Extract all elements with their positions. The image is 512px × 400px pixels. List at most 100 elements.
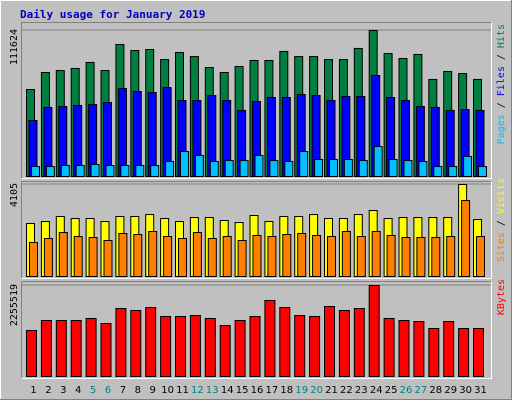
x-tick-label: 7 xyxy=(120,385,126,396)
x-tick-label: 8 xyxy=(135,385,141,396)
bar xyxy=(249,316,261,377)
bar xyxy=(473,327,484,378)
x-tick-label: 3 xyxy=(60,385,66,396)
bar xyxy=(463,155,473,177)
bar xyxy=(299,151,309,177)
bar xyxy=(297,233,307,277)
x-tick-label: 14 xyxy=(221,385,234,396)
bar xyxy=(55,320,67,377)
bar xyxy=(165,160,175,178)
bar xyxy=(312,235,322,278)
y-tick-label: 2255519 xyxy=(9,284,20,326)
y-tick-label: 111624 xyxy=(9,29,20,65)
x-tick-label: 9 xyxy=(150,385,156,396)
chart-title: Daily usage for January 2019 xyxy=(20,8,205,21)
x-tick-label: 1 xyxy=(30,385,36,396)
x-tick-label: 4 xyxy=(75,385,81,396)
bar xyxy=(239,160,249,178)
bar xyxy=(194,154,204,177)
bar xyxy=(180,151,189,177)
bar xyxy=(163,236,173,277)
bar xyxy=(431,237,441,277)
bar xyxy=(433,166,443,177)
bar xyxy=(75,165,85,178)
bar xyxy=(267,236,277,277)
legend-entry: KBytes xyxy=(496,279,507,315)
bar xyxy=(26,330,37,378)
bar xyxy=(40,320,52,377)
bar xyxy=(234,320,246,377)
bar xyxy=(371,231,381,277)
bar xyxy=(264,299,276,377)
bar xyxy=(279,307,291,377)
x-tick-label: 2 xyxy=(45,385,51,396)
x-tick-label: 27 xyxy=(415,385,428,396)
bar xyxy=(284,160,294,178)
bar xyxy=(73,236,83,277)
x-tick-label: 20 xyxy=(310,385,323,396)
bar xyxy=(478,166,487,177)
panels xyxy=(21,22,492,379)
bar xyxy=(343,158,353,178)
panel-edge xyxy=(21,22,492,179)
bar xyxy=(388,158,398,178)
bar xyxy=(338,309,350,377)
bar xyxy=(219,325,231,378)
bar xyxy=(353,308,365,377)
bar xyxy=(403,160,413,178)
bar xyxy=(461,200,471,277)
bar xyxy=(269,160,279,178)
bar xyxy=(103,240,113,277)
x-tick-label: 25 xyxy=(385,385,398,396)
bar xyxy=(132,90,142,177)
bar xyxy=(70,320,82,377)
bar xyxy=(29,242,38,278)
bar xyxy=(458,327,470,378)
bar xyxy=(398,320,410,377)
legend-entry: Files xyxy=(496,66,507,96)
bar xyxy=(341,231,351,277)
bar xyxy=(130,309,142,377)
bar xyxy=(358,160,368,178)
x-tick-label: 30 xyxy=(459,385,472,396)
bar xyxy=(88,237,98,277)
bar xyxy=(448,166,458,177)
panel-edge xyxy=(21,181,492,279)
bar xyxy=(418,160,428,178)
x-tick-label: 28 xyxy=(429,385,442,396)
x-tick-label: 17 xyxy=(266,385,279,396)
x-tick-label: 24 xyxy=(370,385,383,396)
legend-separator: / xyxy=(496,48,507,66)
bar xyxy=(117,87,127,177)
bar xyxy=(90,163,100,178)
bar xyxy=(115,308,127,377)
bar xyxy=(105,165,115,178)
bar xyxy=(192,232,202,277)
bar xyxy=(373,146,383,177)
panel-edge xyxy=(21,22,492,179)
x-tick-label: 21 xyxy=(325,385,338,396)
bar xyxy=(60,165,70,178)
bar xyxy=(476,236,485,277)
legend-entry: Pages xyxy=(496,114,507,144)
legend: Sites / Visits xyxy=(496,178,507,262)
bar xyxy=(45,166,55,177)
bar xyxy=(309,316,321,377)
bar xyxy=(120,165,130,178)
panel-edge xyxy=(21,281,492,379)
x-tick-label: 18 xyxy=(280,385,293,396)
bar xyxy=(224,160,234,178)
bar xyxy=(324,306,335,377)
bar xyxy=(327,236,336,277)
bar xyxy=(133,234,143,278)
bar xyxy=(368,285,380,377)
bar xyxy=(413,321,425,377)
legend: KBytes xyxy=(496,279,507,315)
bar xyxy=(443,321,455,377)
panel-edge xyxy=(21,181,492,279)
y-tick-label: 4105 xyxy=(9,183,20,207)
bar xyxy=(222,236,232,277)
x-tick-label: 29 xyxy=(444,385,457,396)
